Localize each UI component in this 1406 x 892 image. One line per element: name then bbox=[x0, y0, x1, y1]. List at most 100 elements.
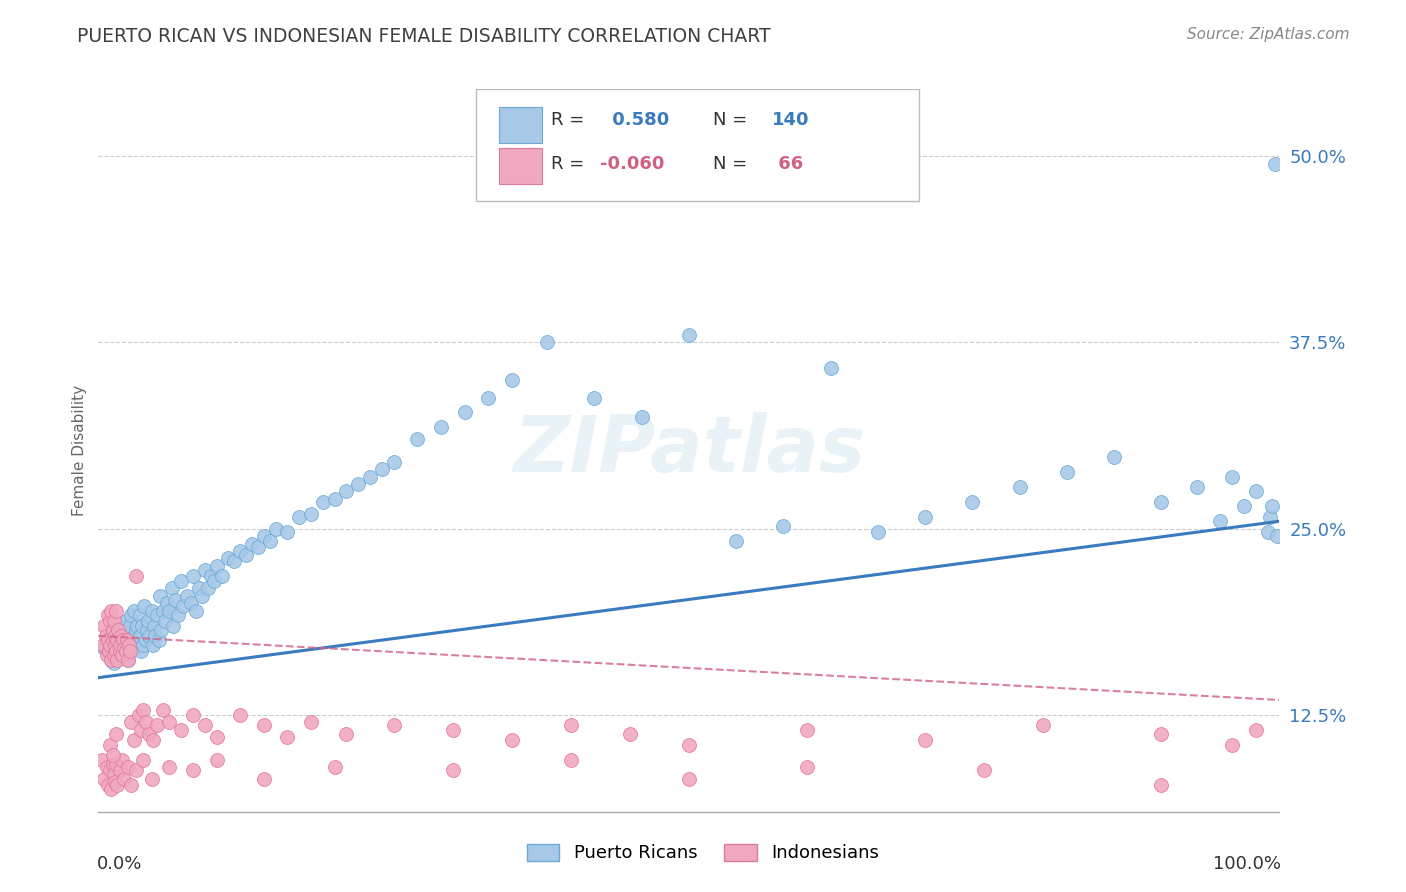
Text: PUERTO RICAN VS INDONESIAN FEMALE DISABILITY CORRELATION CHART: PUERTO RICAN VS INDONESIAN FEMALE DISABI… bbox=[77, 27, 770, 45]
Point bbox=[103, 614, 125, 628]
Point bbox=[105, 638, 128, 652]
Point bbox=[1185, 480, 1208, 494]
Point bbox=[138, 629, 160, 643]
Point bbox=[120, 644, 142, 658]
Point bbox=[135, 633, 157, 648]
Point bbox=[176, 589, 198, 603]
Point bbox=[678, 738, 700, 752]
Point bbox=[108, 644, 131, 658]
Point bbox=[141, 772, 163, 786]
Point bbox=[359, 469, 381, 483]
Text: ZIPatlas: ZIPatlas bbox=[513, 412, 865, 489]
Point bbox=[98, 614, 121, 628]
Point bbox=[105, 644, 128, 658]
Point bbox=[104, 775, 127, 789]
Point bbox=[1265, 529, 1288, 543]
Point bbox=[211, 569, 233, 583]
Point bbox=[129, 723, 152, 737]
Point bbox=[323, 760, 346, 774]
Point bbox=[128, 629, 150, 643]
Point bbox=[560, 718, 582, 732]
Point bbox=[127, 618, 149, 632]
Point bbox=[122, 604, 145, 618]
Point bbox=[105, 653, 128, 667]
Point bbox=[97, 608, 120, 623]
Point bbox=[299, 507, 322, 521]
Point bbox=[152, 604, 174, 618]
Point bbox=[105, 648, 128, 663]
Point bbox=[111, 753, 134, 767]
Point bbox=[110, 629, 132, 643]
Point bbox=[94, 629, 117, 643]
Point bbox=[97, 644, 120, 658]
Point bbox=[122, 629, 145, 643]
Text: 66: 66 bbox=[772, 154, 803, 173]
Point bbox=[98, 638, 121, 652]
Point bbox=[108, 651, 131, 665]
Point bbox=[125, 763, 148, 777]
Point bbox=[166, 608, 188, 623]
Point bbox=[111, 644, 134, 658]
Point bbox=[142, 733, 165, 747]
Point bbox=[152, 703, 174, 717]
Point bbox=[191, 589, 214, 603]
Text: Source: ZipAtlas.com: Source: ZipAtlas.com bbox=[1187, 27, 1350, 42]
Point bbox=[170, 723, 193, 737]
Point bbox=[323, 491, 346, 506]
Point bbox=[335, 484, 357, 499]
Point bbox=[103, 636, 125, 650]
Point bbox=[112, 638, 135, 652]
Point bbox=[1261, 500, 1284, 514]
Point bbox=[101, 757, 124, 772]
Point bbox=[96, 633, 118, 648]
Point bbox=[156, 596, 179, 610]
Point bbox=[477, 391, 499, 405]
Point bbox=[121, 633, 143, 648]
Point bbox=[246, 540, 269, 554]
Point bbox=[105, 778, 128, 792]
Point bbox=[132, 703, 155, 717]
Point bbox=[146, 608, 169, 623]
Point bbox=[108, 763, 131, 777]
Point bbox=[121, 608, 143, 623]
Point bbox=[441, 723, 464, 737]
Point bbox=[157, 715, 180, 730]
Point bbox=[93, 640, 115, 655]
Point bbox=[100, 653, 122, 667]
Point bbox=[97, 633, 120, 648]
Point bbox=[371, 462, 394, 476]
Point bbox=[122, 733, 145, 747]
Point bbox=[382, 718, 405, 732]
Point bbox=[111, 633, 134, 648]
Point bbox=[973, 763, 995, 777]
Point bbox=[1264, 157, 1286, 171]
Point bbox=[1233, 500, 1256, 514]
Point bbox=[105, 633, 128, 648]
Point bbox=[866, 524, 889, 539]
Point bbox=[299, 715, 322, 730]
Point bbox=[678, 328, 700, 343]
Point bbox=[194, 718, 217, 732]
Point bbox=[104, 638, 127, 652]
Point bbox=[125, 569, 148, 583]
Point bbox=[101, 642, 124, 657]
Text: R =: R = bbox=[551, 112, 589, 129]
Point bbox=[105, 626, 128, 640]
Point bbox=[276, 730, 298, 744]
Point bbox=[253, 772, 276, 786]
Point bbox=[104, 629, 127, 643]
Point bbox=[128, 633, 150, 648]
Point bbox=[136, 614, 159, 628]
Point bbox=[101, 748, 124, 763]
Point bbox=[114, 644, 136, 658]
Point bbox=[124, 640, 146, 655]
Point bbox=[630, 409, 652, 424]
Point bbox=[105, 604, 128, 618]
Point bbox=[772, 518, 794, 533]
Point bbox=[112, 629, 135, 643]
Point bbox=[1150, 778, 1173, 792]
Point bbox=[1008, 480, 1031, 494]
Point bbox=[162, 618, 184, 632]
Point bbox=[170, 574, 193, 588]
Point bbox=[194, 563, 217, 577]
